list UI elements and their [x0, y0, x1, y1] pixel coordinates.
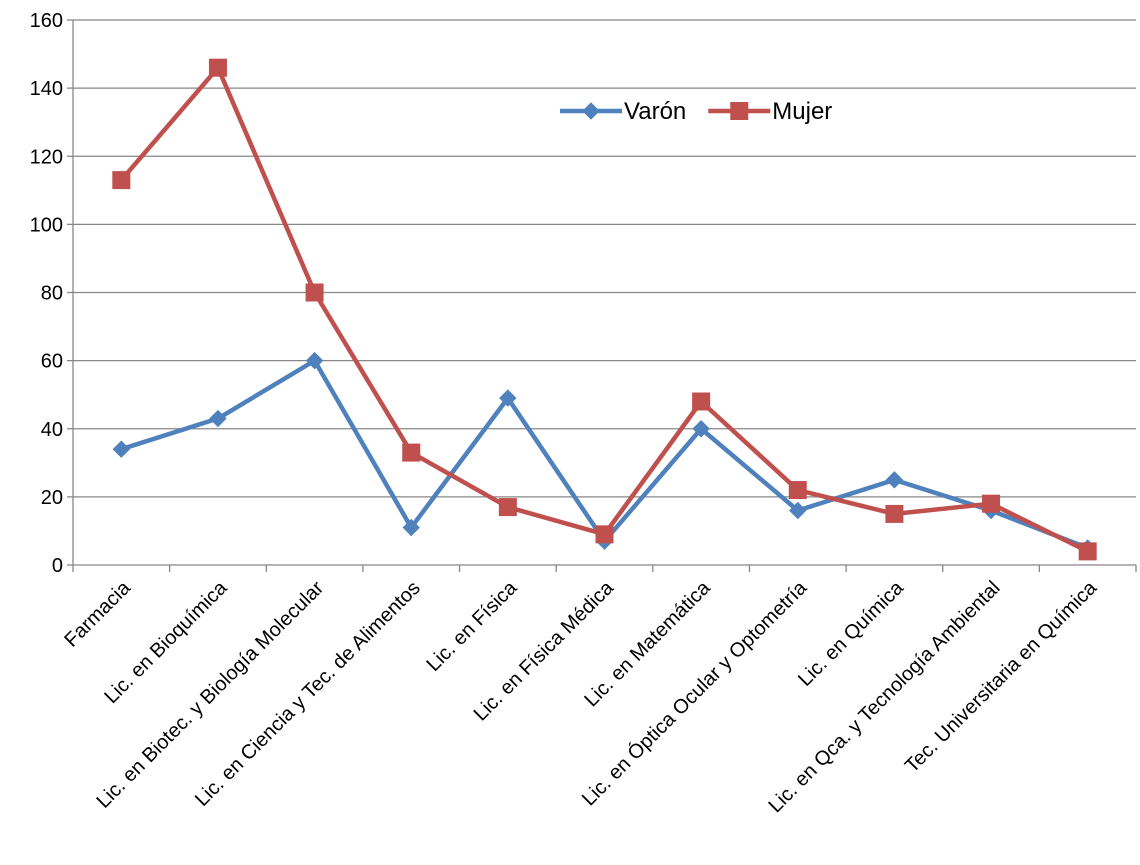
legend-item-mujer: Mujer [708, 98, 832, 125]
data-point-var-n [209, 409, 227, 428]
legend-marker-var-n [582, 102, 600, 120]
data-point-var-n [499, 389, 517, 407]
data-point-mujer [402, 443, 421, 462]
x-tick-label: Farmacia [60, 576, 135, 651]
data-point-mujer [112, 171, 131, 190]
series-line-var-n [119, 358, 1090, 551]
legend-item-var-n: Varón [560, 98, 686, 125]
legend-label-var-n: Varón [624, 98, 686, 125]
series-mujer [112, 58, 1097, 561]
legend: Varón Mujer [560, 98, 832, 125]
data-point-mujer [788, 481, 807, 500]
legend-marker-mujer [730, 102, 749, 120]
data-point-mujer [982, 494, 1001, 513]
legend-label-mujer: Mujer [772, 98, 832, 125]
data-point-var-n [305, 351, 324, 370]
y-tick-label: 60 [41, 351, 63, 373]
data-point-var-n [885, 471, 904, 489]
series [112, 58, 1097, 561]
y-tick-label: 120 [30, 146, 63, 168]
y-tick-label: 0 [52, 555, 63, 577]
y-tick-label: 100 [30, 214, 63, 236]
data-point-mujer [498, 498, 517, 517]
y-tick-label: 160 [30, 10, 63, 32]
data-point-mujer [208, 58, 227, 77]
x-tick-label: Tec. Universitaria en Química [901, 576, 1102, 777]
data-point-mujer [885, 504, 904, 523]
y-tick-labels: 0 20 40 60 80 100 120 140 160 [30, 10, 63, 577]
data-point-mujer [595, 525, 614, 544]
data-point-var-n [692, 420, 710, 438]
x-tick-label: Lic. en Física [423, 576, 522, 675]
y-tick-label: 80 [41, 283, 63, 305]
axes [67, 19, 1137, 572]
data-point-var-n [402, 518, 420, 537]
data-point-var-n [112, 440, 131, 458]
data-point-mujer [305, 283, 324, 302]
y-tick-label: 40 [41, 419, 63, 441]
data-point-var-n [789, 501, 807, 520]
gridlines [73, 19, 1136, 498]
series-line-mujer [119, 65, 1090, 554]
y-tick-label: 20 [41, 487, 63, 509]
data-point-mujer [692, 392, 711, 411]
y-tick-label: 140 [30, 78, 63, 100]
data-point-mujer [1078, 542, 1097, 561]
